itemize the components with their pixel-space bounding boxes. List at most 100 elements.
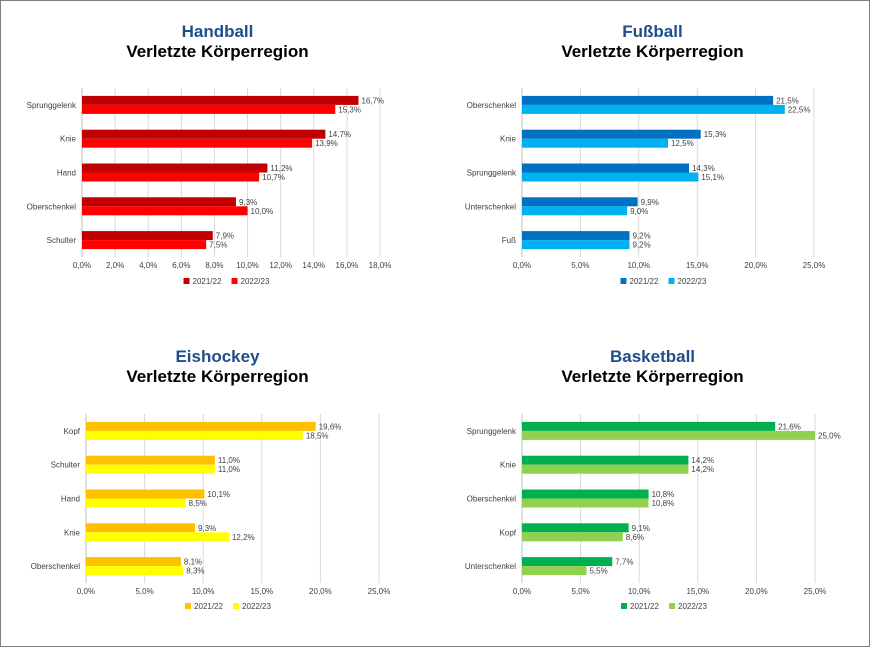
data-label: 22,5% [788, 105, 811, 114]
data-label: 9,2% [632, 232, 650, 241]
data-label: 9,3% [198, 524, 216, 533]
data-label: 8,1% [184, 558, 202, 567]
legend-swatch [668, 278, 675, 284]
data-label: 9,0% [630, 207, 648, 216]
legend-label: 2022/23 [678, 602, 707, 611]
x-tick-label: 15,0% [686, 587, 709, 596]
data-label: 7,5% [209, 241, 227, 250]
category-label: Unterschenkel [465, 202, 516, 211]
category-label: Oberschenkel [467, 495, 517, 504]
x-tick-label: 10,0% [627, 261, 650, 270]
legend-label: 2021/22 [630, 602, 659, 611]
x-tick-label: 18,0% [369, 261, 392, 270]
x-tick-label: 20,0% [744, 261, 767, 270]
bar-2022-23 [522, 498, 649, 508]
x-tick-label: 10,0% [628, 587, 651, 596]
data-label: 21,6% [778, 422, 801, 431]
legend-swatch [231, 278, 238, 284]
data-label: 10,7% [262, 173, 285, 182]
handball-chart-panel: Handball Verletzte Körperregion 0,0% 2,0%… [0, 0, 435, 323]
data-label: 7,7% [615, 558, 633, 567]
bar-2022-23 [86, 498, 186, 508]
handball-title: Handball [181, 22, 254, 41]
bar-2021-22 [522, 197, 638, 207]
bar-2022-23 [82, 240, 207, 250]
data-label: 9,3% [239, 198, 257, 207]
data-label: 8,6% [626, 533, 644, 542]
x-tick-label: 15,0% [686, 261, 709, 270]
handball-bar-chart: 0,0% 2,0% 4,0% 6,0% 8,0% 10,0% 12,0% 14,0% 16,0%… [27, 88, 392, 286]
category-label: Knie [500, 135, 517, 144]
data-label: 12,5% [671, 139, 694, 148]
data-label: 15,3% [338, 105, 361, 114]
legend-swatch [621, 603, 627, 609]
bar-2022-23 [522, 104, 785, 114]
category-label: Sprunggelenk [27, 101, 77, 110]
fussball-subtitle: Verletzte Körperregion [561, 42, 744, 61]
data-label: 14,7% [328, 130, 351, 139]
bar-2021-22 [522, 231, 630, 241]
data-label: 14,3% [692, 164, 715, 173]
category-label: Oberschenkel [467, 101, 517, 110]
data-label: 7,9% [216, 232, 234, 241]
bar-2021-22 [86, 489, 205, 499]
data-label: 11,2% [270, 164, 292, 173]
data-label: 10,8% [652, 499, 675, 508]
legend-swatch [669, 603, 675, 609]
category-label: Fuß [502, 236, 516, 245]
category-label: Knie [500, 461, 517, 470]
data-label: 5,5% [589, 567, 607, 576]
data-label: 25,0% [818, 431, 841, 440]
bar-2021-22 [82, 95, 359, 105]
x-tick-label: 14,0% [302, 261, 325, 270]
x-tick-label: 25,0% [804, 587, 827, 596]
eishockey-chart-panel: Eishockey Verletzte Körperregion 0,0% 5,0… [0, 323, 435, 646]
data-label: 15,3% [704, 130, 727, 139]
data-label: 12,2% [232, 533, 255, 542]
category-label: Hand [57, 169, 76, 178]
category-label: Schulter [47, 236, 77, 245]
bar-2021-22 [82, 197, 236, 207]
x-tick-label: 2,0% [106, 261, 124, 270]
legend-swatch [185, 603, 191, 609]
bar-2021-22 [522, 523, 629, 533]
category-label: Sprunggelenk [467, 427, 517, 436]
bar-2022-23 [86, 532, 229, 542]
x-tick-label: 5,0% [135, 587, 153, 596]
legend-label: 2021/22 [193, 277, 222, 286]
category-label: Knie [64, 528, 81, 537]
x-tick-label: 16,0% [336, 261, 359, 270]
legend-label: 2022/23 [678, 277, 707, 286]
bar-2021-22 [522, 421, 776, 431]
data-label: 8,5% [189, 499, 207, 508]
x-tick-label: 0,0% [513, 261, 531, 270]
eishockey-bar-chart: 0,0% 5,0% 10,0% 15,0% 20,0% 25,0% Kopf 19,6%18,… [31, 414, 391, 611]
bar-2022-23 [82, 206, 248, 216]
eishockey-title: Eishockey [175, 347, 260, 366]
x-tick-label: 25,0% [368, 587, 391, 596]
bar-2022-23 [522, 138, 668, 148]
basketball-chart-panel: Basketball Verletzte Körperregion 0,0% 5,… [435, 323, 870, 646]
legend-swatch [233, 603, 239, 609]
basketball-title: Basketball [609, 347, 696, 366]
fussball-bar-chart: 0,0% 5,0% 10,0% 15,0% 20,0% 25,0% Oberschenkel… [465, 88, 826, 286]
x-tick-label: 0,0% [77, 587, 95, 596]
bar-2022-23 [86, 430, 303, 440]
x-tick-label: 10,0% [192, 587, 215, 596]
x-tick-label: 10,0% [236, 261, 259, 270]
bar-2022-23 [82, 172, 260, 182]
x-tick-label: 15,0% [250, 587, 273, 596]
bar-2022-23 [86, 464, 215, 474]
bar-2022-23 [82, 104, 336, 114]
data-label: 9,1% [632, 524, 650, 533]
category-label: Hand [61, 495, 80, 504]
legend-label: 2021/22 [630, 277, 659, 286]
bar-2022-23 [522, 464, 689, 474]
data-label: 10,1% [207, 490, 230, 499]
x-tick-label: 6,0% [172, 261, 190, 270]
x-tick-label: 12,0% [269, 261, 292, 270]
basketball-subtitle: Verletzte Körperregion [561, 367, 744, 386]
data-label: 10,0% [251, 207, 274, 216]
legend-label: 2021/22 [194, 602, 223, 611]
x-tick-label: 25,0% [803, 261, 826, 270]
